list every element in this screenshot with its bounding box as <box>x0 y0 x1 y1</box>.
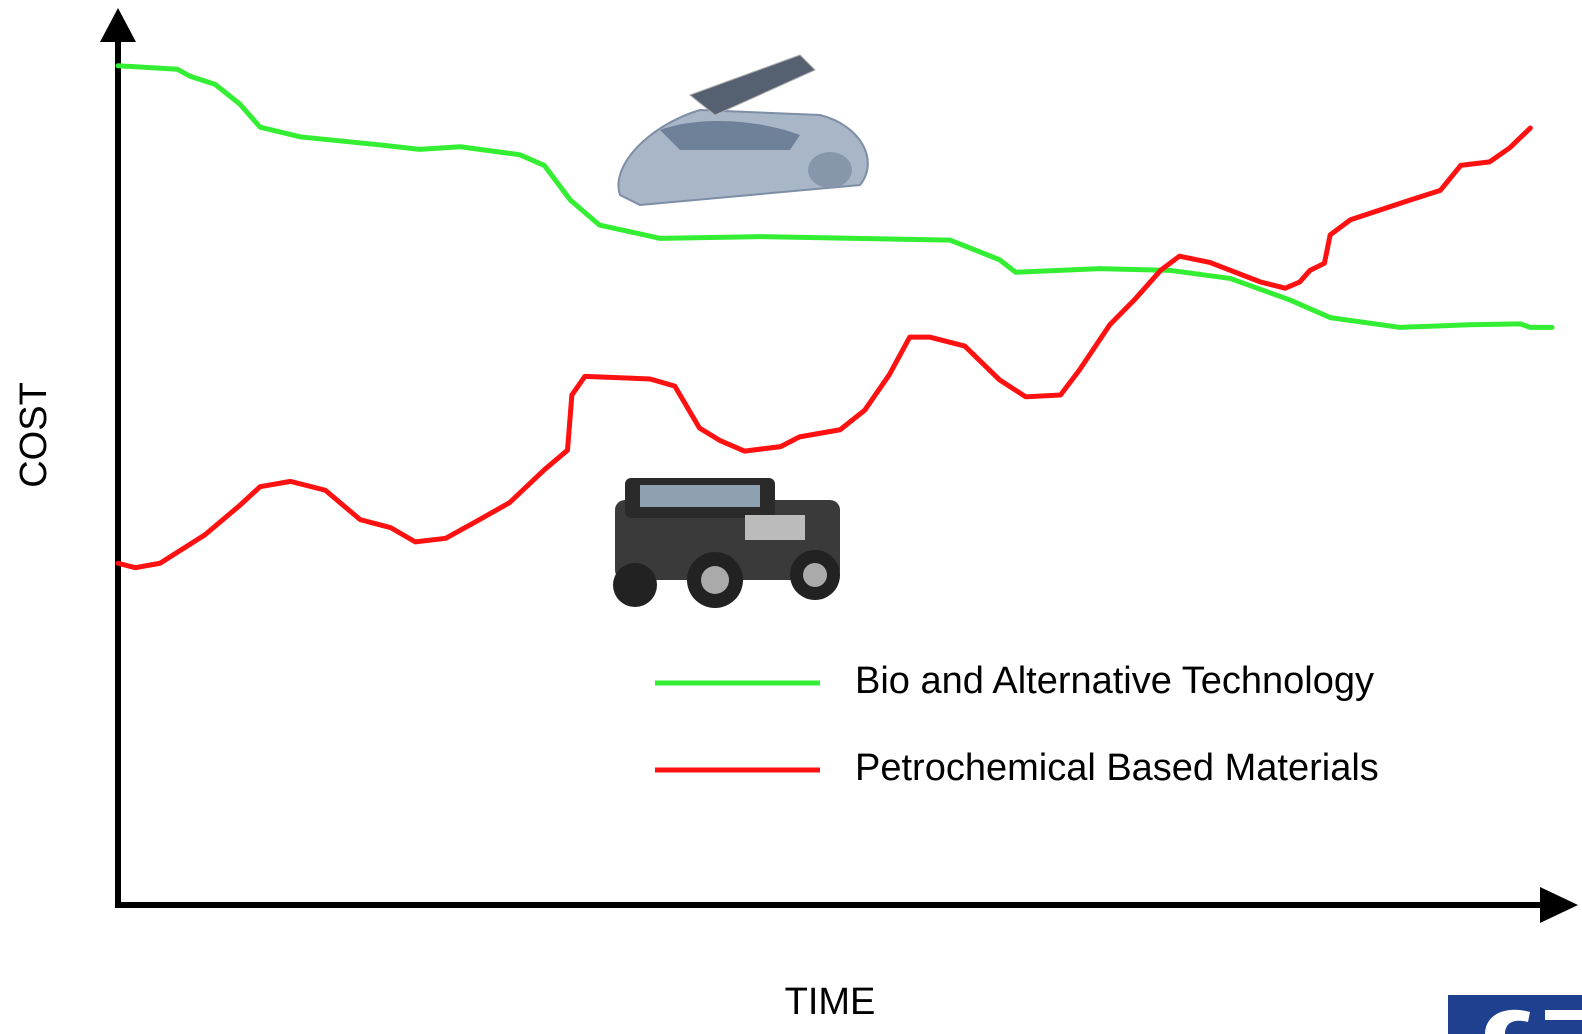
logo <box>1448 995 1582 1034</box>
x-axis-arrow <box>1540 887 1578 923</box>
legend-label: Bio and Alternative Technology <box>855 660 1374 702</box>
suv-image <box>613 478 840 608</box>
solar-car-image <box>618 55 867 205</box>
y-axis-arrow <box>100 8 136 42</box>
x-axis-label: TIME <box>785 981 876 1023</box>
legend: Bio and Alternative Technology Petrochemi… <box>655 660 1379 789</box>
page: TIME COST Bio and Alternative Technology… <box>0 0 1582 1034</box>
chart: TIME COST Bio and Alternative Technology… <box>0 0 1582 1034</box>
legend-label: Petrochemical Based Materials <box>855 747 1379 789</box>
series-line <box>118 66 1552 328</box>
y-axis-label: COST <box>13 382 55 488</box>
